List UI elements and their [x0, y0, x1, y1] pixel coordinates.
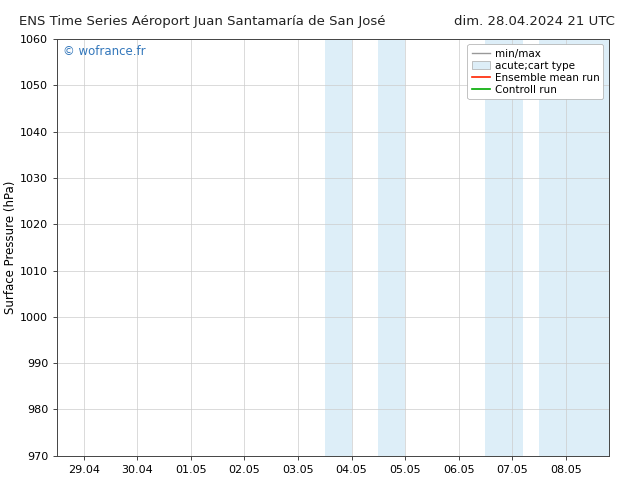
Y-axis label: Surface Pressure (hPa): Surface Pressure (hPa)	[4, 181, 17, 314]
Bar	[486, 39, 523, 456]
Bar	[378, 39, 405, 456]
Text: © wofrance.fr: © wofrance.fr	[63, 46, 145, 58]
Bar	[325, 39, 352, 456]
Bar	[539, 39, 609, 456]
Text: dim. 28.04.2024 21 UTC: dim. 28.04.2024 21 UTC	[454, 15, 615, 28]
Legend: min/max, acute;cart type, Ensemble mean run, Controll run: min/max, acute;cart type, Ensemble mean …	[467, 45, 604, 99]
Text: ENS Time Series Aéroport Juan Santamaría de San José: ENS Time Series Aéroport Juan Santamaría…	[19, 15, 385, 28]
